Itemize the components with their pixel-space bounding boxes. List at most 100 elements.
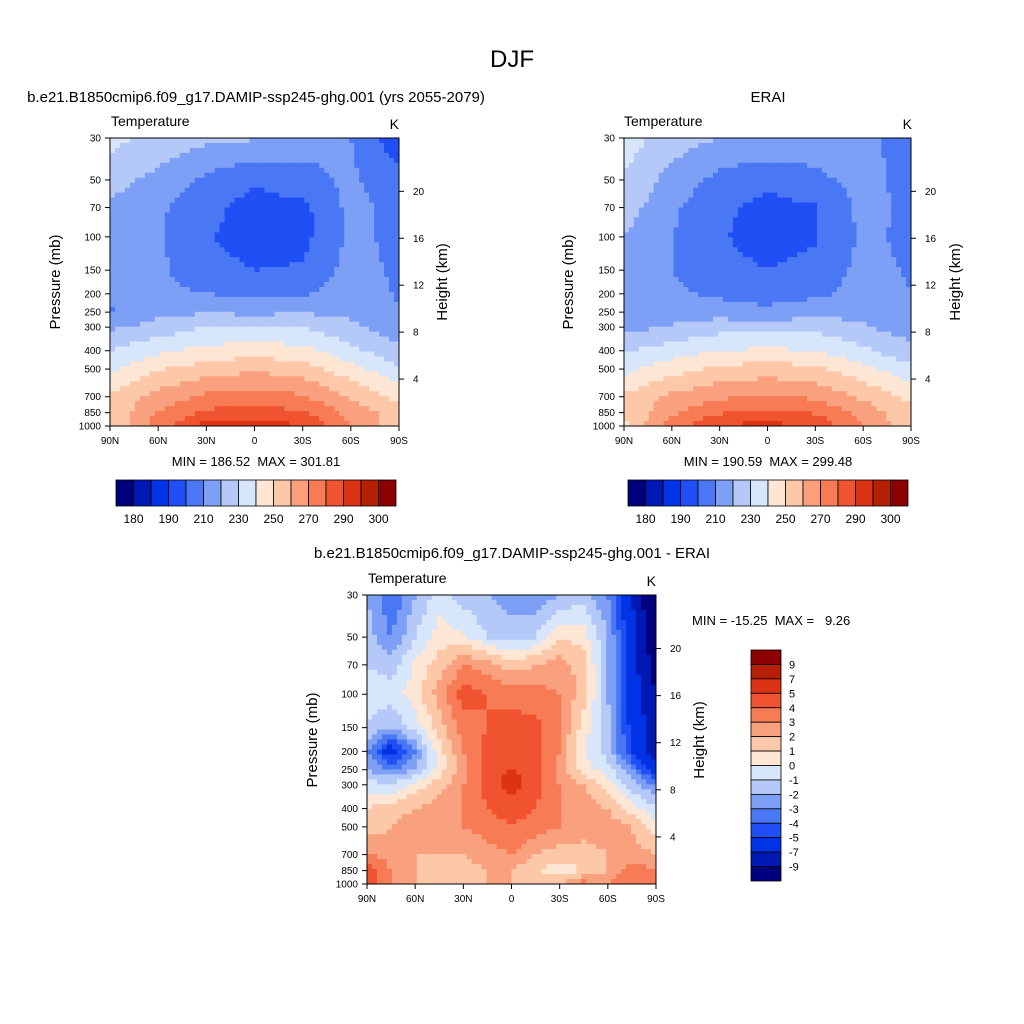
- contour-cell: [214, 396, 221, 402]
- contour-cell: [314, 406, 320, 412]
- contour-cell: [846, 187, 853, 194]
- contour-cell: [169, 237, 176, 243]
- contour-cell: [309, 282, 315, 288]
- contour-cell: [189, 411, 196, 417]
- contour-cell: [219, 371, 226, 377]
- contour-cell: [732, 172, 739, 179]
- contour-cell: [384, 326, 390, 333]
- contour-cell: [319, 152, 325, 159]
- contour-cell: [658, 138, 665, 144]
- contour-cell: [309, 267, 315, 273]
- contour-cell: [264, 277, 271, 283]
- contour-cell: [214, 182, 221, 189]
- contour-cell: [244, 326, 251, 333]
- contour-cell: [154, 301, 161, 308]
- contour-cell: [792, 212, 798, 219]
- colorbar-box: [325, 479, 344, 507]
- contour-cell: [876, 162, 882, 169]
- contour-cell: [807, 212, 813, 219]
- contour-cell: [304, 306, 310, 313]
- contour-cell: [628, 142, 635, 149]
- contour-cell: [199, 242, 206, 248]
- contour-cell: [249, 401, 256, 407]
- contour-cell: [129, 222, 136, 228]
- contour-cell: [234, 341, 241, 348]
- contour-cell: [284, 142, 290, 149]
- contour-cell: [821, 167, 828, 174]
- contour-cell: [772, 217, 778, 224]
- contour-cell: [219, 217, 226, 224]
- contour-cell: [124, 197, 131, 204]
- contour-cell: [807, 138, 813, 144]
- contour-cell: [229, 277, 236, 283]
- contour-cell: [658, 172, 665, 179]
- contour-cell: [134, 247, 141, 253]
- contour-cell: [384, 227, 390, 233]
- contour-cell: [119, 217, 126, 224]
- contour-cell: [866, 257, 873, 263]
- contour-cell: [329, 207, 335, 214]
- contour-cell: [229, 346, 236, 353]
- contour-cell: [797, 152, 803, 159]
- contour-cell: [279, 272, 285, 278]
- contour-cell: [234, 187, 241, 194]
- contour-cell: [816, 147, 823, 154]
- contour-cell: [219, 306, 226, 313]
- contour-cell: [324, 217, 330, 224]
- contour-cell: [289, 291, 295, 298]
- contour-cell: [802, 138, 808, 144]
- contour-cell: [154, 147, 161, 154]
- contour-cell: [134, 267, 141, 273]
- contour-cell: [329, 371, 335, 377]
- contour-cell: [114, 396, 121, 402]
- contour-cell: [349, 212, 355, 219]
- contour-cell: [149, 401, 156, 407]
- contour-cell: [797, 247, 803, 253]
- contour-cell: [234, 197, 241, 204]
- contour-cell: [114, 386, 121, 392]
- contour-cell: [826, 192, 833, 199]
- contour-cell: [304, 197, 310, 204]
- contour-cell: [896, 252, 902, 258]
- contour-cell: [673, 257, 680, 263]
- contour-cell: [737, 187, 744, 194]
- contour-cell: [224, 167, 231, 174]
- contour-cell: [762, 222, 769, 228]
- contour-cell: [319, 296, 325, 303]
- contour-cell: [259, 172, 266, 179]
- contour-cell: [294, 202, 300, 209]
- contour-cell: [174, 212, 181, 219]
- contour-cell: [174, 386, 181, 392]
- contour-cell: [179, 167, 186, 174]
- contour-cell: [364, 162, 370, 169]
- contour-cell: [299, 177, 305, 184]
- contour-cell: [319, 306, 325, 313]
- contour-cell: [394, 232, 399, 238]
- contour-cell: [871, 142, 877, 149]
- contour-cell: [384, 401, 390, 407]
- contour-cell: [369, 157, 375, 164]
- contour-cell: [708, 142, 714, 149]
- contour-cell: [339, 396, 345, 402]
- contour-cell: [124, 336, 131, 343]
- contour-cell: [722, 212, 729, 219]
- contour-cell: [727, 242, 734, 248]
- contour-cell: [259, 316, 266, 323]
- contour-cell: [189, 212, 196, 219]
- contour-cell: [179, 282, 186, 288]
- contour-cell: [209, 177, 216, 184]
- contour-cell: [139, 267, 146, 273]
- contour-cell: [389, 197, 395, 204]
- contour-cell: [124, 371, 131, 377]
- contour-cell: [219, 391, 226, 397]
- contour-cell: [304, 212, 310, 219]
- contour-cell: [329, 396, 335, 402]
- contour-cell: [359, 301, 365, 308]
- contour-cell: [698, 252, 704, 258]
- contour-cell: [693, 247, 699, 253]
- contour-cell: [653, 247, 660, 253]
- contour-cell: [624, 202, 630, 209]
- contour-cell: [154, 272, 161, 278]
- contour-cell: [214, 237, 221, 243]
- contour-cell: [299, 406, 305, 412]
